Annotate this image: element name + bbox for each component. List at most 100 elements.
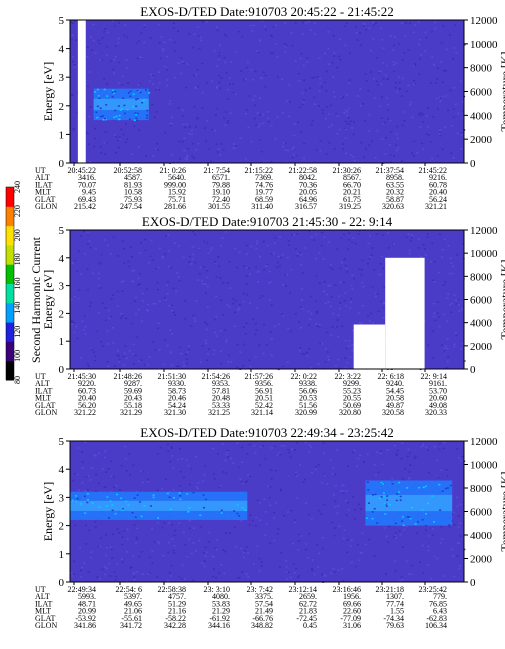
texture-speck bbox=[165, 298, 167, 301]
ephemeris-value: 0.45 bbox=[303, 621, 317, 630]
texture-speck bbox=[178, 245, 181, 247]
texture-speck bbox=[427, 564, 430, 566]
texture-speck bbox=[259, 255, 261, 258]
texture-speck bbox=[440, 526, 443, 528]
texture-speck bbox=[196, 279, 199, 281]
texture-speck bbox=[336, 66, 339, 69]
texture-speck bbox=[172, 287, 175, 290]
ephemeris-value: 15.92 bbox=[168, 188, 186, 197]
texture-speck bbox=[427, 549, 430, 552]
texture-speck bbox=[402, 477, 405, 480]
texture-speck bbox=[183, 365, 186, 367]
texture-speck bbox=[75, 325, 78, 328]
texture-speck bbox=[233, 147, 236, 149]
band-speck bbox=[146, 109, 149, 112]
ephemeris-row-label: ALT bbox=[35, 173, 50, 182]
texture-speck bbox=[168, 491, 171, 493]
texture-speck bbox=[461, 342, 464, 345]
texture-speck bbox=[106, 141, 108, 144]
texture-speck bbox=[228, 77, 231, 79]
band-speck bbox=[376, 522, 379, 524]
texture-speck bbox=[344, 264, 347, 267]
texture-speck bbox=[170, 445, 173, 448]
texture-speck bbox=[393, 44, 395, 47]
texture-speck bbox=[141, 57, 143, 59]
texture-speck bbox=[451, 272, 454, 275]
texture-speck bbox=[269, 34, 272, 37]
texture-speck bbox=[333, 55, 336, 57]
band-speck bbox=[75, 500, 78, 503]
texture-speck bbox=[201, 345, 204, 347]
texture-speck bbox=[287, 149, 290, 152]
texture-speck bbox=[403, 52, 406, 54]
ephemeris-value: 9338. bbox=[299, 379, 317, 388]
texture-speck bbox=[380, 300, 383, 303]
texture-speck bbox=[379, 70, 382, 73]
ephemeris-value: -62.83 bbox=[426, 614, 447, 623]
texture-speck bbox=[354, 518, 357, 520]
texture-speck bbox=[166, 79, 169, 81]
texture-speck bbox=[113, 571, 116, 573]
texture-speck bbox=[457, 515, 460, 517]
texture-speck bbox=[201, 62, 204, 65]
texture-speck bbox=[100, 340, 103, 343]
texture-speck bbox=[358, 268, 361, 270]
texture-speck bbox=[108, 317, 111, 320]
band-speck bbox=[449, 484, 452, 487]
texture-speck bbox=[460, 348, 463, 350]
texture-speck bbox=[347, 501, 349, 504]
texture-speck bbox=[152, 75, 155, 77]
texture-speck bbox=[125, 59, 128, 61]
texture-speck bbox=[411, 234, 414, 236]
texture-speck bbox=[248, 524, 251, 526]
texture-speck bbox=[436, 475, 439, 478]
texture-speck bbox=[168, 522, 171, 524]
texture-speck bbox=[72, 560, 75, 563]
texture-speck bbox=[116, 563, 119, 565]
texture-speck bbox=[396, 125, 398, 128]
texture-speck bbox=[216, 453, 219, 455]
band-speck bbox=[401, 516, 404, 518]
ephemeris-value: 51.29 bbox=[168, 599, 186, 608]
colorbar-tick-label: 100 bbox=[13, 350, 22, 362]
band-speck bbox=[140, 515, 143, 518]
texture-speck bbox=[447, 356, 450, 358]
energy-band bbox=[93, 88, 151, 122]
y-tick-label: 1 bbox=[59, 336, 65, 348]
band-speck bbox=[129, 95, 132, 98]
texture-speck bbox=[364, 73, 367, 75]
texture-speck bbox=[329, 264, 332, 266]
texture-speck bbox=[336, 326, 339, 328]
texture-speck bbox=[137, 284, 140, 286]
texture-speck bbox=[442, 575, 445, 577]
texture-speck bbox=[167, 450, 170, 453]
colorbar-frame bbox=[5, 186, 15, 381]
texture-speck bbox=[414, 64, 417, 67]
texture-speck bbox=[441, 538, 444, 540]
texture-speck bbox=[187, 147, 190, 150]
texture-speck bbox=[78, 289, 81, 291]
ephemeris-row-label: MLT bbox=[35, 188, 51, 197]
texture-speck bbox=[76, 111, 79, 113]
band-speck bbox=[236, 504, 239, 506]
texture-speck bbox=[368, 538, 371, 541]
texture-speck bbox=[424, 248, 426, 250]
texture-speck bbox=[197, 35, 200, 37]
texture-speck bbox=[450, 311, 453, 313]
texture-speck bbox=[417, 238, 420, 241]
texture-speck bbox=[212, 353, 215, 356]
texture-speck bbox=[195, 149, 198, 151]
ephemeris-value: 23:12:14 bbox=[289, 585, 317, 594]
ephemeris-value: 69.43 bbox=[78, 195, 96, 204]
texture-speck bbox=[164, 65, 167, 68]
texture-speck bbox=[84, 326, 87, 328]
texture-speck bbox=[325, 90, 328, 92]
band-speck bbox=[139, 91, 142, 94]
texture-speck bbox=[233, 526, 236, 528]
texture-speck bbox=[268, 270, 271, 273]
ephemeris-row-label: ALT bbox=[35, 379, 50, 388]
ephemeris-table: UT 22:49:34 22:54: 6 22:58:38 23: 3:10 23: 7:… bbox=[35, 585, 447, 630]
texture-speck bbox=[154, 303, 157, 305]
texture-speck bbox=[186, 362, 188, 365]
band-speck bbox=[86, 501, 89, 504]
